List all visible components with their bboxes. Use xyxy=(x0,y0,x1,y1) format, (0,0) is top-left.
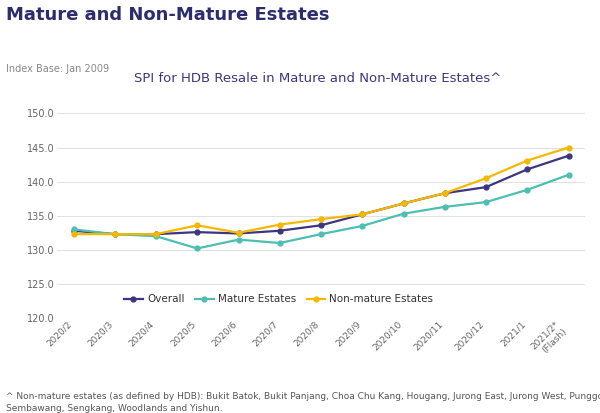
Line: Mature Estates: Mature Estates xyxy=(71,172,571,251)
Mature Estates xyxy=(194,246,201,251)
Overall xyxy=(441,191,448,196)
Overall xyxy=(235,231,242,236)
Mature Estates xyxy=(317,232,325,237)
Mature Estates xyxy=(70,227,77,232)
Overall xyxy=(194,230,201,235)
Mature Estates xyxy=(152,234,160,239)
Non-mature Estates xyxy=(317,217,325,222)
Overall xyxy=(317,223,325,228)
Overall xyxy=(276,228,283,233)
Non-mature Estates xyxy=(276,222,283,227)
Overall xyxy=(524,167,531,172)
Line: Overall: Overall xyxy=(71,153,571,237)
Overall xyxy=(70,228,77,233)
Mature Estates xyxy=(111,232,118,237)
Non-mature Estates xyxy=(400,201,407,206)
Non-mature Estates xyxy=(359,212,366,217)
Text: SPI for HDB Resale in Mature and Non-Mature Estates^: SPI for HDB Resale in Mature and Non-Mat… xyxy=(134,72,502,85)
Mature Estates xyxy=(524,188,531,192)
Overall xyxy=(482,185,490,190)
Non-mature Estates xyxy=(482,176,490,181)
Overall xyxy=(152,232,160,237)
Mature Estates xyxy=(400,211,407,216)
Mature Estates xyxy=(359,223,366,228)
Line: Non-mature Estates: Non-mature Estates xyxy=(71,145,571,237)
Mature Estates xyxy=(276,240,283,245)
Non-mature Estates xyxy=(152,232,160,237)
Overall xyxy=(359,212,366,217)
Text: Mature and Non-Mature Estates: Mature and Non-Mature Estates xyxy=(6,6,329,24)
Mature Estates xyxy=(565,172,572,177)
Non-mature Estates xyxy=(235,230,242,235)
Non-mature Estates xyxy=(441,191,448,196)
Text: Index Base: Jan 2009: Index Base: Jan 2009 xyxy=(6,64,109,74)
Non-mature Estates xyxy=(524,158,531,163)
Mature Estates xyxy=(235,237,242,242)
Mature Estates xyxy=(441,204,448,209)
Mature Estates xyxy=(482,199,490,204)
Non-mature Estates xyxy=(194,223,201,228)
Overall xyxy=(565,153,572,158)
Overall xyxy=(111,232,118,237)
Legend: Overall, Mature Estates, Non-mature Estates: Overall, Mature Estates, Non-mature Esta… xyxy=(124,294,433,304)
Text: ^ Non-mature estates (as defined by HDB): Bukit Batok, Bukit Panjang, Choa Chu K: ^ Non-mature estates (as defined by HDB)… xyxy=(6,392,600,413)
Non-mature Estates xyxy=(111,232,118,237)
Non-mature Estates xyxy=(70,232,77,237)
Non-mature Estates xyxy=(565,145,572,150)
Overall xyxy=(400,201,407,206)
